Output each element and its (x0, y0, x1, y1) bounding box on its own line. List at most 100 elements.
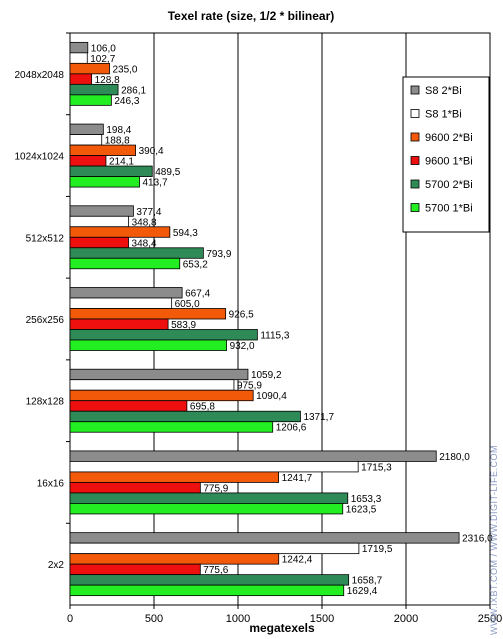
bar (69, 226, 171, 238)
data-label: 106,0 (91, 43, 116, 54)
bar (69, 62, 110, 75)
legend-swatch (410, 85, 420, 95)
data-label: 926,5 (229, 310, 254, 321)
bar (69, 94, 112, 106)
bar (69, 176, 140, 188)
data-label: 1658,7 (352, 576, 383, 587)
data-label: 1242,4 (282, 555, 313, 566)
data-label: 1115,3 (260, 331, 290, 342)
bar (69, 236, 129, 249)
x-tick-label: 0 (67, 613, 73, 625)
data-label: 1206,6 (276, 423, 307, 434)
x-axis-label: megatexels (249, 621, 315, 635)
bar (69, 368, 249, 381)
data-label: 235,0 (112, 64, 137, 75)
data-label: 775,6 (203, 565, 228, 576)
bar (69, 41, 89, 54)
category-label: 16x16 (37, 478, 65, 489)
bar (69, 134, 103, 146)
chart-title: Texel rate (size, 1/2 * bilinear) (168, 9, 335, 23)
data-label: 1623,5 (346, 504, 377, 515)
bar (69, 329, 258, 341)
legend-label: 5700 1*Bi (425, 203, 473, 215)
x-tick-label: 500 (145, 613, 163, 625)
category-label: 128x128 (26, 397, 65, 408)
data-label: 605,0 (175, 299, 200, 310)
data-label: 1629,4 (347, 586, 378, 597)
bar (69, 450, 437, 462)
bar (69, 52, 88, 64)
category-label: 256x256 (26, 315, 65, 326)
bar (69, 532, 460, 544)
bar (69, 215, 129, 228)
bar (69, 471, 280, 483)
data-label: 214,1 (109, 157, 134, 168)
data-label: 667,4 (185, 289, 210, 300)
watermark-text: WWW.iXBT.COM / WWW.DIGIT-LIFE.COM (489, 445, 499, 635)
data-label: 246,3 (114, 96, 139, 107)
bar (69, 308, 227, 320)
data-label: 1371,7 (303, 412, 334, 423)
legend-swatch (410, 109, 420, 118)
bar (69, 492, 349, 504)
data-label: 348,8 (132, 217, 157, 228)
data-label: 932,0 (230, 341, 255, 352)
bar (69, 482, 201, 494)
legend: S8 2*Bi S8 1*Bi 9600 2*Bi 9600 1*Bi 5700 2*B… (402, 76, 490, 233)
axes: 0 500 1000 1500 2000 2500 2048x2048 1024x1024 51… (15, 32, 502, 625)
data-label: 1241,7 (282, 473, 313, 484)
data-label: 188,8 (105, 136, 130, 147)
bar (69, 297, 173, 309)
legend-swatch (410, 156, 420, 165)
bar (69, 421, 274, 433)
bar (69, 318, 169, 330)
data-label: 2180,0 (439, 452, 470, 463)
bar (69, 574, 350, 586)
bar (69, 389, 254, 402)
bar (69, 123, 104, 135)
bar (69, 155, 107, 167)
data-label: 198,4 (106, 125, 131, 136)
data-label: 2316,0 (462, 534, 493, 545)
data-label: 413,7 (143, 178, 168, 189)
data-label: 793,9 (206, 249, 231, 260)
bar (69, 461, 359, 473)
x-tick-label: 2000 (394, 613, 418, 625)
data-label: 695,8 (190, 402, 215, 413)
category-label: 512x512 (26, 233, 65, 244)
data-label: 1719,5 (362, 544, 393, 555)
legend-label: S8 1*Bi (425, 109, 462, 121)
data-label: 348,4 (132, 238, 157, 249)
bar (69, 542, 360, 555)
data-label: 1059,2 (251, 370, 282, 381)
bar (69, 257, 181, 270)
legend-swatch (410, 132, 420, 142)
legend-label: 5700 2*Bi (425, 179, 473, 191)
category-label: 2048x2048 (15, 70, 65, 81)
bar (69, 247, 204, 259)
data-label: 489,5 (155, 167, 180, 178)
bars (69, 41, 460, 597)
legend-label: S8 2*Bi (425, 85, 462, 97)
x-tick-label: 1500 (310, 613, 334, 625)
data-label: 775,9 (203, 483, 228, 494)
bar (69, 400, 188, 412)
bar (69, 503, 344, 515)
data-label: 975,9 (237, 381, 262, 392)
bar (69, 73, 93, 85)
category-label: 2x2 (48, 560, 65, 571)
bar (69, 584, 345, 597)
data-label: 390,4 (139, 146, 164, 157)
data-label: 583,9 (171, 320, 196, 331)
bar (69, 410, 301, 423)
data-label: 653,2 (183, 259, 208, 270)
data-label: 1090,4 (256, 391, 287, 402)
bar (69, 563, 201, 576)
legend-label: 9600 1*Bi (425, 156, 473, 168)
data-label: 102,7 (90, 54, 115, 65)
bar (69, 144, 136, 156)
legend-swatch (410, 203, 420, 212)
x-tick-label: 1000 (226, 613, 250, 625)
